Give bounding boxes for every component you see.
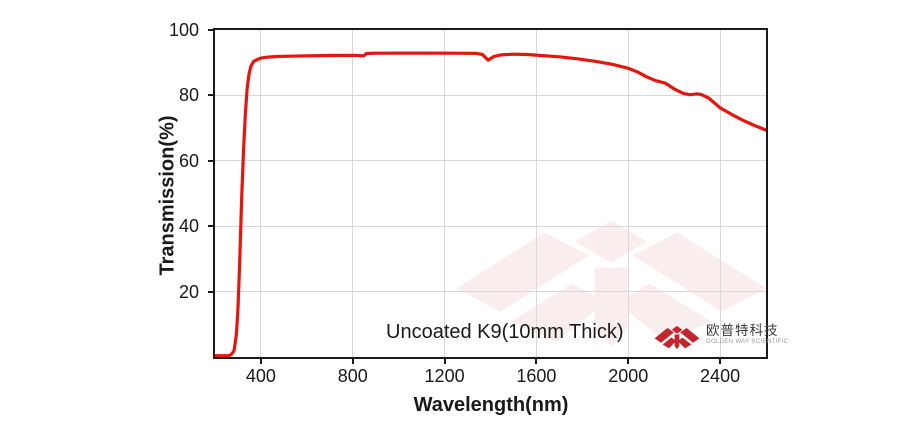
gridline-horizontal — [215, 160, 766, 162]
brand-text: 欧普特科技 GOLDEN WAY SCIENTIFIC — [706, 323, 788, 346]
annotation-label: Uncoated K9(10mm Thick) — [386, 321, 624, 343]
plot-area — [213, 28, 768, 359]
x-tick-mark — [627, 359, 630, 364]
brand-tagline-en: GOLDEN WAY SCIENTIFIC — [706, 339, 789, 345]
y-tick-mark — [208, 159, 213, 162]
gridline-vertical — [352, 30, 354, 357]
y-tick-label: 20 — [178, 281, 199, 302]
x-tick-label: 2000 — [608, 366, 649, 386]
gridline-vertical — [444, 30, 446, 357]
gridline-vertical — [719, 30, 721, 357]
y-tick-label: 80 — [178, 85, 199, 106]
gridline-vertical — [535, 30, 537, 357]
x-tick-label: 400 — [245, 366, 276, 386]
y-tick-label: 60 — [178, 150, 199, 171]
x-tick-label: 800 — [337, 366, 368, 386]
x-tick-mark — [719, 359, 722, 364]
y-tick-mark — [208, 225, 213, 228]
x-tick-label: 2400 — [700, 366, 741, 386]
curve-canvas — [215, 51, 766, 357]
curve-uncoated-k9 — [215, 51, 766, 357]
x-tick-mark — [535, 359, 538, 364]
y-tick-mark — [208, 29, 213, 31]
x-tick-label: 1200 — [424, 366, 465, 386]
x-axis-title: Wavelength(nm) — [413, 394, 569, 416]
gridline-horizontal — [215, 291, 766, 293]
gridline-horizontal — [215, 94, 766, 96]
gridline-vertical — [260, 30, 262, 357]
x-tick-label: 1600 — [516, 366, 557, 386]
x-tick-mark — [351, 359, 354, 364]
brand-name-cn: 欧普特科技 — [706, 323, 779, 338]
gridline-horizontal — [215, 225, 766, 227]
y-tick-label: 100 — [168, 20, 199, 40]
x-tick-mark — [259, 359, 262, 364]
brand-logo: 欧普特科技 GOLDEN WAY SCIENTIFIC — [653, 323, 788, 351]
brand-logo-icon — [654, 325, 700, 350]
y-tick-label: 40 — [178, 216, 199, 237]
y-axis-title: Transmission(%) — [156, 115, 179, 276]
y-tick-mark — [208, 290, 213, 293]
y-tick-mark — [208, 94, 213, 97]
gridline-vertical — [627, 30, 629, 357]
x-tick-mark — [443, 359, 446, 364]
